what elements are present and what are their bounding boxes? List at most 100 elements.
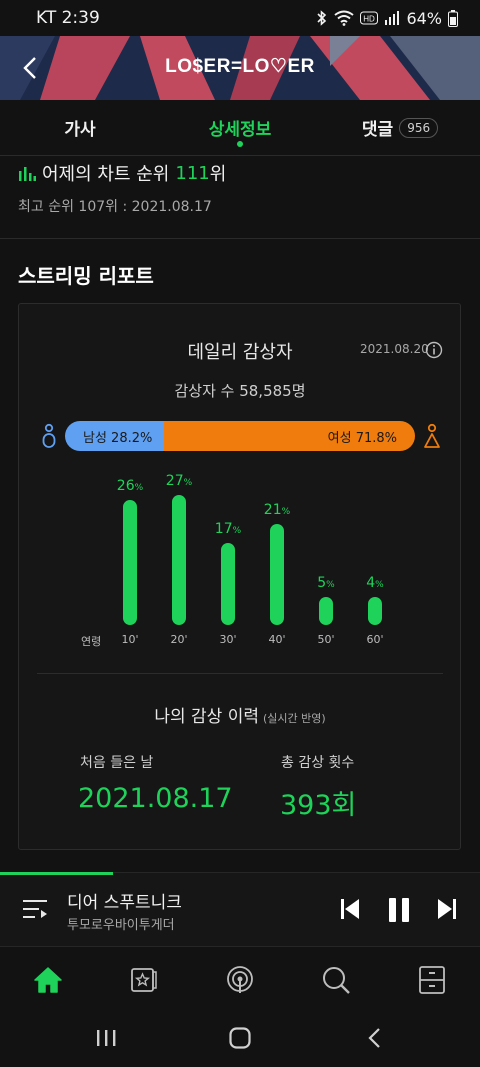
chart-rank: 어제의 차트 순위 111 위 <box>18 160 226 186</box>
age-group-label: 30' <box>219 633 237 646</box>
next-icon[interactable] <box>437 897 457 921</box>
chart-rank-value: 111 <box>175 162 210 184</box>
pct-sign: % <box>183 478 193 488</box>
total-plays-label: 총 감상 횟수 <box>281 755 355 771</box>
previous-icon[interactable] <box>340 897 360 921</box>
section-title: 스트리밍 리포트 <box>18 264 154 288</box>
female-icon <box>424 423 440 448</box>
nav-locker[interactable] <box>407 955 457 1005</box>
album-art-banner <box>0 36 480 100</box>
female-segment: 여성 71.8% <box>163 421 415 451</box>
age-pct-label: 27% <box>154 473 204 489</box>
pct-sign: % <box>375 580 384 590</box>
nav-library[interactable] <box>119 955 169 1005</box>
system-navigation <box>0 1012 480 1067</box>
track-artist[interactable]: 투모로우바이투게더 <box>67 918 175 933</box>
age-group-label: 10' <box>121 633 139 646</box>
report-date: 2021.08.20 <box>360 342 429 356</box>
age-bar-5 <box>368 597 382 625</box>
age-bar-4 <box>319 597 333 625</box>
info-icon[interactable] <box>425 341 443 359</box>
home-icon <box>34 966 62 993</box>
age-bar-1 <box>172 495 186 625</box>
total-plays-count: 393회 <box>280 790 357 821</box>
battery-icon <box>448 9 458 27</box>
broadcast-icon <box>227 965 253 993</box>
nav-search[interactable] <box>311 955 361 1005</box>
gender-ratio-bar: 남성 28.2% 여성 71.8% <box>65 421 415 451</box>
age-group-label: 50' <box>317 633 335 646</box>
age-bar-2 <box>221 543 235 625</box>
age-pct-value: 27 <box>165 473 184 489</box>
age-pct-value: 26 <box>116 477 135 494</box>
svg-text:HD: HD <box>364 15 376 24</box>
listener-count: 감상자 수 58,585명 <box>174 382 306 400</box>
carrier-time: KT 2:39 <box>36 8 100 28</box>
pause-icon[interactable] <box>387 897 411 923</box>
song-header: LO$ER=LO♡ER <box>0 36 480 100</box>
age-pct-value: 4 <box>366 575 376 591</box>
divider <box>0 238 480 239</box>
age-pct-label: 26% <box>105 478 155 494</box>
back-button[interactable] <box>16 54 44 82</box>
battery-percent: 64% <box>406 8 442 28</box>
comment-count-badge: 956 <box>399 117 439 138</box>
pct-sign: % <box>281 506 291 517</box>
status-bar: KT 2:39 HD 64% <box>0 0 480 36</box>
mini-player[interactable]: 디어 스푸트니크 투모로우바이투게더 <box>0 872 480 946</box>
recent-apps-icon[interactable] <box>95 1026 117 1050</box>
song-title: LO$ER=LO♡ER <box>165 56 315 77</box>
pct-sign: % <box>134 482 144 493</box>
chart-rank-label: 어제의 차트 순위 <box>42 164 170 185</box>
history-title: 나의 감상 이력 (실시간 반영) <box>154 707 326 727</box>
bluetooth-icon <box>317 10 327 26</box>
wifi-icon <box>334 10 355 26</box>
age-pct-label: 4% <box>350 575 400 591</box>
age-group-label: 20' <box>170 633 188 646</box>
bottom-navigation <box>0 946 480 1012</box>
pct-sign: % <box>326 580 335 590</box>
home-button-icon[interactable] <box>228 1026 252 1050</box>
report-card <box>18 303 461 850</box>
chart-bars-icon <box>19 167 36 181</box>
age-group-label: 60' <box>366 633 384 646</box>
tab-lyrics[interactable]: 가사 <box>64 120 96 140</box>
pct-sign: % <box>232 526 242 537</box>
age-pct-value: 17 <box>214 521 233 538</box>
chart-rank-unit: 위 <box>209 164 227 185</box>
back-nav-icon[interactable] <box>366 1026 384 1050</box>
history-note: (실시간 반영) <box>262 712 326 725</box>
age-pct-value: 5 <box>317 575 327 591</box>
first-listen-label: 처음 들은 날 <box>80 755 154 771</box>
status-icons: HD 64% <box>316 9 458 28</box>
star-card-icon <box>131 967 157 992</box>
age-pct-label: 21% <box>252 502 302 518</box>
age-bar-0 <box>123 499 137 625</box>
signal-icon <box>385 11 400 25</box>
age-group-label: 40' <box>268 633 286 646</box>
nav-home[interactable] <box>23 955 73 1005</box>
hd-icon: HD <box>360 11 379 25</box>
male-segment: 남성 28.2% <box>65 421 164 451</box>
search-icon <box>323 966 350 994</box>
best-rank: 최고 순위 107위 : 2021.08.17 <box>18 199 212 215</box>
age-bar-3 <box>270 523 284 625</box>
age-axis-label: 연령 <box>81 635 102 648</box>
age-pct-label: 17% <box>203 521 253 537</box>
age-pct-value: 21 <box>263 501 282 518</box>
first-listen-date: 2021.08.17 <box>78 783 233 814</box>
nav-podcast[interactable] <box>215 955 265 1005</box>
male-icon <box>42 423 56 448</box>
card-title: 데일리 감상자 <box>187 342 293 363</box>
chevron-left-icon <box>23 57 36 79</box>
track-title[interactable]: 디어 스푸트니크 <box>67 893 182 913</box>
drawer-icon <box>419 965 445 994</box>
tab-details[interactable]: 상세정보 <box>160 100 320 155</box>
playlist-icon[interactable] <box>22 897 48 921</box>
age-pct-label: 5% <box>301 575 351 591</box>
detail-tabs: 가사 상세정보 댓글 956 <box>0 100 480 156</box>
age-distribution-chart: 연령 26% 10' 27% 20' 17% 30' 21% 40' 5% 50' 4% 60' <box>38 470 442 650</box>
divider <box>37 673 443 674</box>
tab-comments[interactable]: 댓글 956 <box>320 100 480 155</box>
playback-progress[interactable] <box>0 872 113 875</box>
